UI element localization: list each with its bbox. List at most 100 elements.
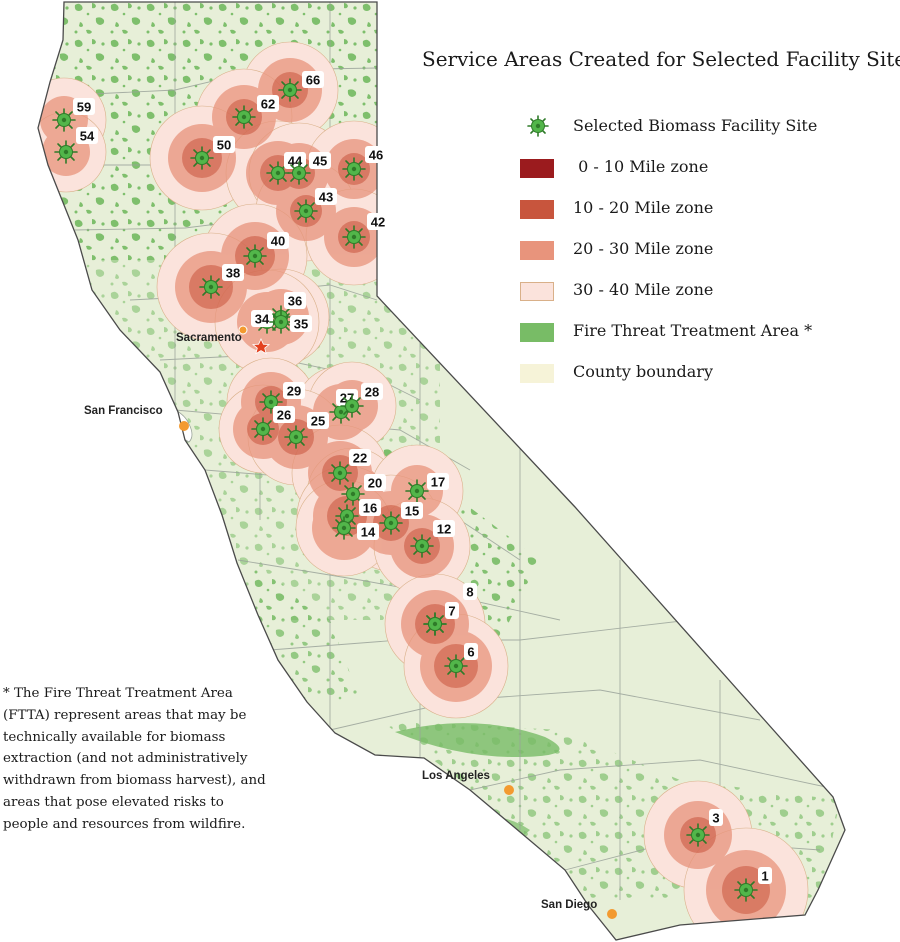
site-label-background [445,602,459,619]
facility-site-17: 17 [405,473,449,503]
facility-site-14: 14 [332,516,379,540]
site-number-label: 20 [368,476,382,491]
facility-site-43: 43 [294,188,337,223]
site-number-label: 15 [405,504,419,519]
site-label-background [357,523,379,540]
facility-site-50: 50 [190,136,235,170]
site-number-label: 62 [261,97,275,112]
site-number-label: 28 [365,385,379,400]
facility-site-7: 7 [423,602,459,636]
facility-site-22: 22 [328,449,371,485]
legend-label-county: County boundary [573,362,713,381]
site-number-label: 46 [369,148,383,163]
site-label-background [309,152,331,169]
facility-site-42: 42 [342,213,389,249]
site-label-background [307,412,329,429]
facility-site-54: 54 [54,127,98,164]
facility-site-46: 46 [342,146,387,181]
site-label-background [349,449,371,466]
legend-swatch-ftta [520,323,554,342]
site-number-label: 16 [363,501,377,516]
facility-site-35: 35 [269,310,312,334]
facility-site-1: 1 [734,867,772,902]
los-angeles-marker: Los Angeles [422,770,514,795]
legend-label-zone-30-40: 30 - 40 Mile zone [573,280,714,299]
legend-label-zone-20-30: 20 - 30 Mile zone [573,239,714,258]
facility-site-3: 3 [686,809,723,847]
legend-label-site: Selected Biomass Facility Site [573,116,818,135]
city-label-san-diego: San Diego [541,899,597,911]
sacramento-marker: Sacramento [176,325,271,355]
facility-site-12: 12 [410,520,455,558]
facility-site-28: 28 [340,383,383,418]
site-number-label: 38 [226,266,240,281]
site-number-label: 6 [467,645,474,660]
map-legend: Selected Biomass Facility Site 0 - 10 Mi… [516,112,896,399]
site-label-background [361,383,383,400]
ftta-footnote: * The Fire Threat Treatment Area (FTTA) … [3,686,266,832]
legend-swatch-zone-20-30 [520,241,554,260]
site-label-background [73,98,95,115]
facility-site-26: 26 [251,406,295,441]
site-number-label: 50 [217,138,231,153]
site-number-label: 12 [437,522,451,537]
site-number-label: 59 [77,100,91,115]
site-number-label: 29 [287,384,301,399]
site-label-background [315,188,337,205]
site-number-label: 35 [294,317,308,332]
legend-item-ftta: Fire Threat Treatment Area * [516,317,896,358]
san-diego-marker: San Diego [541,899,617,919]
facility-site-45: 45 [287,152,331,185]
facility-site-59: 59 [52,98,95,132]
ftta-transverse-range [395,723,560,757]
site-number-label: 66 [306,73,320,88]
site-label-background [302,71,324,88]
site-label-background [427,473,449,490]
site-label-background [213,136,235,153]
state-outline [37,1,846,941]
site-label-background [464,643,478,660]
site-label-background [367,213,389,230]
legend-swatch-zone-10-20 [520,200,554,219]
site-label-background [251,310,273,327]
facility-site-66: 66 [278,71,324,102]
legend-item-county: County boundary [516,358,896,399]
san-francisco-marker: San Francisco [84,405,189,431]
legend-swatch-zone-30-40 [520,282,554,301]
legend-label-zone-0-10: 0 - 10 Mile zone [573,157,709,176]
site-label-background [463,583,477,600]
site-number-label: 14 [361,525,376,540]
legend-item-zone-0-10: 0 - 10 Mile zone [516,153,896,194]
legend-label-zone-10-20: 10 - 20 Mile zone [573,198,714,217]
city-markers: Sacramento San Francisco Los Angeles San… [84,325,617,919]
site-number-label: 22 [353,451,367,466]
site-label-background [257,95,279,112]
site-label-background [76,127,98,144]
facility-site-44: 44 [266,152,306,185]
legend-item-site: Selected Biomass Facility Site [516,112,896,153]
site-number-label: 17 [431,475,445,490]
site-number-label: 7 [448,604,455,619]
legend-item-zone-10-20: 10 - 20 Mile zone [516,194,896,235]
city-label-los-angeles: Los Angeles [422,770,490,782]
legend-label-ftta: Fire Threat Treatment Area * [573,321,813,340]
site-label-background [290,315,312,332]
site-number-label: 26 [277,408,291,423]
site-label-background [401,502,423,519]
facility-site-38: 38 [199,264,244,299]
capital-star-icon [251,338,271,355]
site-label-background [433,520,455,537]
site-number-label: 1 [761,869,768,884]
site-number-label: 3 [712,811,719,826]
map-title: Service Areas Created for Selected Facil… [422,47,900,71]
site-number-label: 8 [466,585,473,600]
legend-item-zone-30-40: 30 - 40 Mile zone [516,276,896,317]
site-label-background [283,382,305,399]
facility-site-62: 62 [232,95,279,129]
site-label-background [273,406,295,423]
site-label-background [364,474,386,491]
facility-site-6: 6 [444,643,478,678]
site-number-label: 54 [80,129,95,144]
